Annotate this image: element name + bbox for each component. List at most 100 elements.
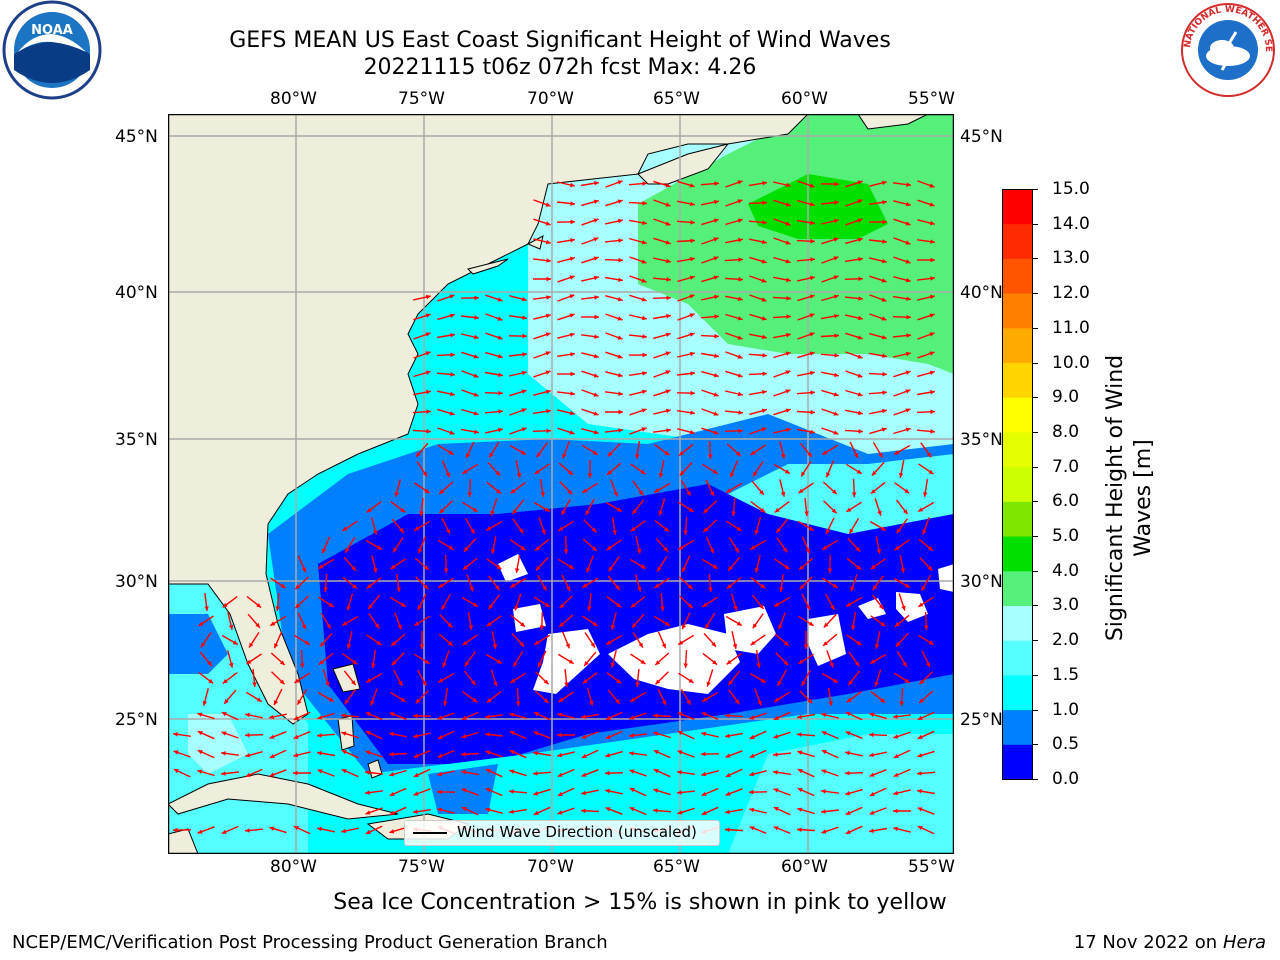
wind-wave-arrowhead (632, 622, 637, 628)
wind-wave-arrowhead (917, 826, 923, 831)
wind-wave-arrowhead (489, 452, 494, 458)
wind-wave-arrowhead (749, 807, 755, 813)
wind-wave-arrowhead (297, 699, 302, 705)
wind-wave-arrowhead (882, 372, 887, 377)
wind-wave-arrowhead (737, 180, 743, 185)
wind-wave-arrowhead (546, 258, 551, 263)
wind-wave-arrowhead (871, 489, 876, 494)
wind-wave-arrowhead (917, 771, 922, 776)
wind-wave-arrowhead (882, 239, 887, 244)
wind-wave-arrowhead (754, 529, 759, 535)
wind-wave-arrowhead (737, 391, 743, 397)
colorbar-segment (1002, 710, 1033, 746)
wind-wave-arrowhead (522, 315, 527, 320)
wind-wave-arrowhead (328, 697, 334, 702)
wind-wave-arrowhead (881, 316, 887, 321)
wind-wave-arrowhead (705, 623, 710, 629)
wind-wave-arrowhead (557, 810, 563, 815)
wind-wave-arrowhead (809, 313, 815, 318)
land-cuba (168, 773, 399, 820)
wind-wave-arrowhead (473, 373, 479, 378)
wind-wave-arrowhead (317, 715, 323, 720)
colorbar-tick-label: 4.0 (1052, 560, 1080, 581)
wind-wave-arrowhead (714, 333, 719, 339)
wind-wave-arrowhead (797, 769, 803, 774)
wind-wave-arrowhead (594, 334, 599, 339)
wind-wave-arrowhead (365, 829, 371, 834)
wind-wave-arrowhead (845, 810, 851, 815)
wind-wave-arrowhead (858, 296, 863, 301)
wind-wave-arrowhead (749, 771, 755, 777)
wind-wave-arrowhead (665, 240, 671, 245)
wind-wave-arrowhead (545, 221, 551, 226)
wind-wave-arrowhead (657, 566, 662, 572)
wind-wave-arrowhead (918, 507, 924, 512)
wind-wave-arrowhead (690, 371, 695, 376)
wind-wave-arrowhead (753, 471, 758, 477)
wind-wave-arrowhead (833, 392, 839, 397)
wind-wave-arrowhead (797, 788, 803, 793)
wind-wave-arrowhead (799, 565, 805, 570)
wind-wave-arrowhead (245, 828, 250, 833)
wind-wave-arrowhead (881, 180, 887, 186)
wind-wave-arrowhead (342, 621, 348, 626)
wind-wave-arrowhead (801, 680, 806, 686)
wind-wave-arrowhead (905, 201, 911, 207)
colorbar-tick-mark (1032, 779, 1038, 780)
wind-wave-arrowhead (521, 408, 527, 413)
wind-wave-arrowhead (521, 389, 527, 394)
wind-wave-arrowhead (687, 603, 693, 609)
wind-wave-arrowhead (858, 257, 863, 262)
wind-wave-arrowhead (750, 545, 756, 550)
wind-wave-arrowhead (774, 507, 780, 513)
wind-wave-arrowhead (256, 603, 262, 608)
colorbar-segment (1002, 363, 1033, 399)
colorbar-segment (1002, 501, 1033, 538)
wind-wave-arrowhead (593, 199, 599, 204)
colorbar-tick-label: 8.0 (1052, 421, 1080, 442)
wind-wave-arrowhead (516, 701, 521, 706)
wind-wave-arrowhead (701, 771, 707, 777)
wind-wave-arrowhead (495, 470, 501, 476)
wind-wave-arrowhead (545, 389, 551, 394)
wind-wave-arrowhead (759, 604, 764, 609)
wind-wave-arrowhead (881, 427, 887, 432)
wind-wave-arrowhead (461, 715, 467, 720)
wind-wave-arrowhead (582, 678, 588, 684)
wind-wave-arrowhead (809, 183, 815, 188)
wind-wave-arrowhead (618, 409, 623, 415)
lat-tick-right-40n: 40°N (960, 283, 1003, 303)
wind-wave-arrowhead (590, 642, 595, 648)
wind-wave-arrowhead (808, 621, 814, 626)
wind-wave-arrowhead (616, 507, 622, 512)
wind-wave-arrowhead (785, 370, 791, 375)
wind-wave-arrowhead (857, 354, 863, 359)
wind-wave-arrowhead (618, 238, 623, 243)
wind-wave-arrowhead (786, 314, 791, 319)
wind-wave-arrowhead (713, 256, 719, 261)
wind-wave-arrowhead (709, 548, 714, 554)
wind-wave-arrowhead (249, 642, 254, 648)
colorbar-segment (1002, 605, 1033, 642)
wind-wave-arrowhead (497, 316, 503, 321)
wind-wave-arrowhead (869, 752, 874, 758)
wind-wave-arrowhead (826, 472, 831, 478)
wind-wave-arrowhead (221, 829, 227, 834)
wind-wave-arrowhead (326, 623, 331, 629)
wind-wave-arrowhead (563, 549, 569, 554)
wind-wave-arrowhead (785, 221, 791, 226)
wind-wave-arrowhead (535, 546, 540, 551)
wind-wave-arrowhead (450, 333, 455, 338)
wind-wave-arrowhead (426, 389, 431, 395)
wind-wave-arrowhead (615, 699, 620, 704)
sea-ice-caption: Sea Ice Concentration > 15% is shown in … (333, 890, 947, 915)
wind-wave-arrowhead (594, 314, 599, 320)
wind-wave-arrowhead (582, 583, 588, 588)
wind-wave-arrowhead (447, 622, 453, 628)
wind-wave-arrowhead (617, 335, 623, 340)
wind-wave-arrowhead (738, 277, 743, 282)
wind-wave-arrowhead (630, 603, 636, 608)
wind-wave-arrowhead (486, 621, 492, 627)
map-legend: Wind Wave Direction (unscaled) (404, 820, 720, 846)
wind-wave-arrowhead (833, 294, 839, 299)
